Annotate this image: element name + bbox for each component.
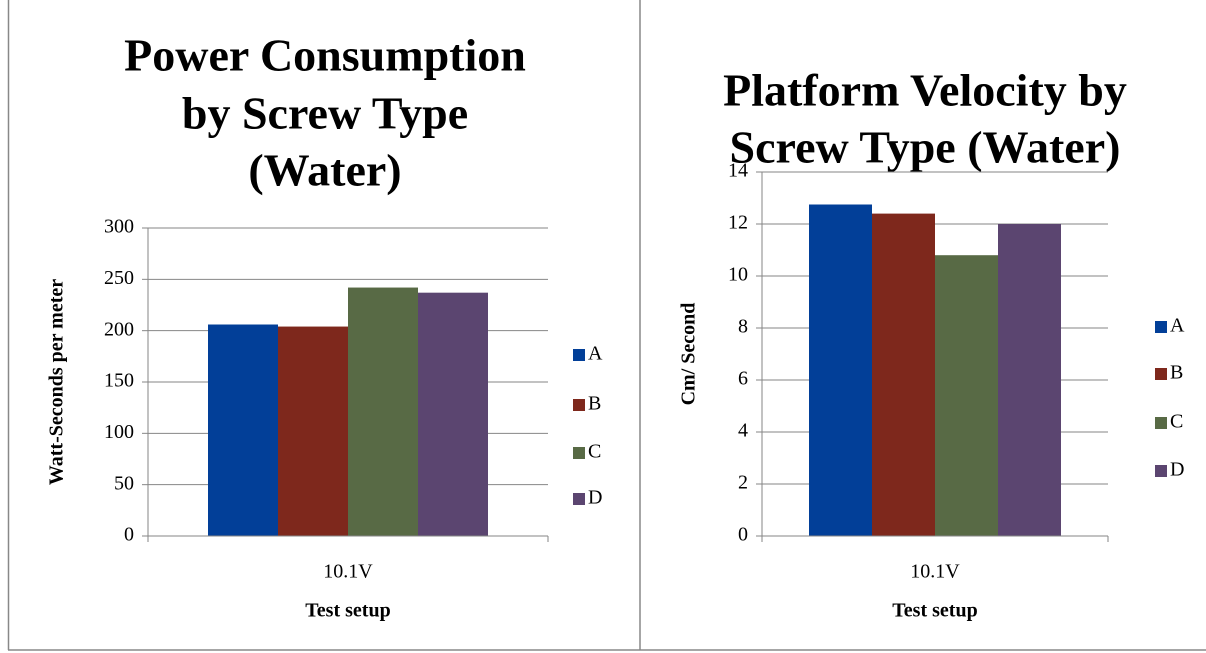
y-axis-label: Cm/ Second [678,303,700,406]
y-tick-label: 200 [104,318,134,340]
y-tick-label: 50 [114,472,134,494]
legend-swatch [1155,465,1167,477]
chart-title: (Water) [248,145,401,196]
legend-label: A [1170,315,1185,337]
bar [809,204,872,536]
legend-swatch [573,493,585,505]
legend-swatch [573,399,585,411]
legend-label: B [588,393,601,415]
legend-swatch [1155,417,1167,429]
y-tick-label: 100 [104,421,134,443]
bar [278,326,348,536]
x-tick-label: 10.1V [910,561,960,583]
bar [998,224,1061,536]
bar [418,292,488,536]
legend-label: C [1170,411,1183,433]
bar [348,287,418,536]
y-tick-label: 12 [728,212,748,234]
x-axis-label: Test setup [892,600,977,622]
chart-title: Power Consumption [124,30,526,81]
y-tick-label: 300 [104,216,134,238]
legend-label: D [588,487,602,509]
legend-swatch [573,447,585,459]
legend-label: D [1170,459,1184,481]
y-tick-label: 150 [104,370,134,392]
chart-title: by Screw Type [182,88,468,139]
legend-label: A [588,343,603,365]
y-tick-label: 250 [104,267,134,289]
y-tick-label: 0 [738,524,748,546]
y-tick-label: 6 [738,368,748,390]
y-tick-label: 10 [728,264,748,286]
chart-title: Screw Type (Water) [730,122,1121,173]
y-axis-label: Watt-Seconds per meter [46,279,68,485]
x-axis-label: Test setup [305,600,390,622]
legend-swatch [573,349,585,361]
y-tick-label: 0 [124,524,134,546]
legend-label: C [588,441,601,463]
legend-label: B [1170,362,1183,384]
x-tick-label: 10.1V [323,561,373,583]
legend-swatch [1155,321,1167,333]
chart-title: Platform Velocity by [723,65,1127,116]
y-tick-label: 8 [738,316,748,338]
bar [872,213,935,536]
y-tick-label: 2 [738,472,748,494]
bar [208,324,278,536]
y-tick-label: 4 [738,420,748,442]
y-tick-label: 14 [728,160,748,182]
bar [935,255,998,536]
legend-swatch [1155,368,1167,380]
